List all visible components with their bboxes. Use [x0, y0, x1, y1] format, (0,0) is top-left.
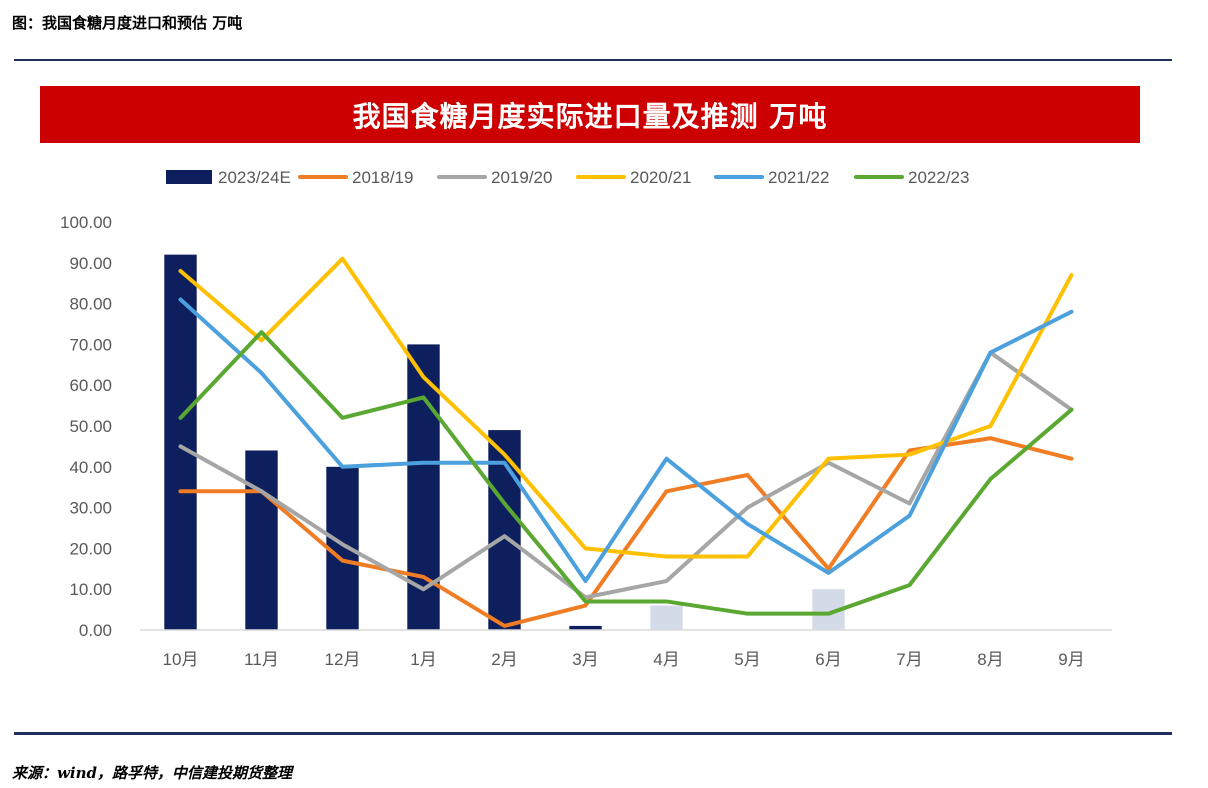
line-2018/19 [178, 436, 1074, 628]
x-tick-label: 1月 [410, 650, 436, 669]
y-tick-label: 50.00 [69, 417, 112, 436]
figure-caption: 图：我国食糖月度进口和预估 万吨 [12, 14, 243, 32]
line-2022/23 [178, 330, 1074, 616]
chart-title: 我国食糖月度实际进口量及推测 万吨 [352, 99, 828, 133]
y-tick-label: 40.00 [69, 458, 112, 477]
x-tick-label: 7月 [896, 650, 922, 669]
y-tick-label: 20.00 [69, 539, 112, 558]
legend: 2023/24E 2018/19 2019/20 2020/21 2021/22 2022… [166, 168, 969, 187]
y-tick-label: 70.00 [69, 335, 112, 354]
bar-2023/24E-1 [245, 450, 278, 630]
chart-title-banner: 我国食糖月度实际进口量及推测 万吨 [40, 86, 1140, 143]
y-tick-label: 90.00 [69, 254, 112, 273]
y-axis: 0.00 10.00 20.00 30.00 40.00 50.00 60.00 70.00 8… [60, 213, 112, 640]
source-note: 来源：wind，路孚特，中信建投期货整理 [12, 764, 293, 782]
legend-label: 2019/20 [491, 168, 552, 187]
y-tick-label: 60.00 [69, 376, 112, 395]
x-tick-label: 3月 [572, 650, 598, 669]
bar-2023/24E-4 [488, 430, 521, 630]
x-tick-label: 6月 [815, 650, 841, 669]
y-tick-label: 10.00 [69, 580, 112, 599]
top-divider [14, 59, 1172, 61]
legend-label: 2020/21 [630, 168, 691, 187]
x-tick-label: 11月 [244, 650, 279, 669]
bar-2023/24E-5 [569, 625, 602, 630]
x-axis: 10月 11月 12月 1月 2月 3月 4月 5月 6月 7月 8月 9月 [140, 629, 1112, 669]
x-tick-label: 9月 [1058, 650, 1084, 669]
line-2021/22 [178, 297, 1074, 584]
x-tick-label: 4月 [653, 650, 679, 669]
y-tick-label: 0.00 [79, 621, 112, 640]
line-2019/20 [178, 350, 1074, 600]
bar-series [164, 254, 845, 630]
y-tick-label: 30.00 [69, 499, 112, 518]
x-tick-label: 2月 [491, 650, 517, 669]
x-tick-label: 5月 [734, 650, 760, 669]
legend-label: 2023/24E [218, 168, 291, 187]
x-tick-label: 12月 [325, 650, 361, 669]
bar-2023/24E-6 [650, 605, 683, 630]
y-tick-label: 100.00 [60, 213, 112, 232]
x-tick-label: 8月 [977, 650, 1003, 669]
x-tick-label: 10月 [163, 650, 199, 669]
line-series [178, 256, 1074, 628]
line-2020/21 [178, 256, 1074, 559]
bar-2023/24E-0 [164, 254, 197, 630]
bottom-divider [14, 732, 1172, 735]
legend-label: 2021/22 [768, 168, 829, 187]
legend-label: 2018/19 [352, 168, 413, 187]
legend-label: 2022/23 [908, 168, 969, 187]
legend-swatch-bar [166, 170, 212, 184]
y-tick-label: 80.00 [69, 295, 112, 314]
